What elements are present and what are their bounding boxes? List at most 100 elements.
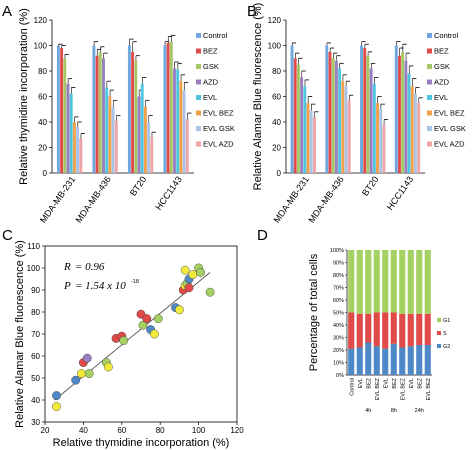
category-label: MDA-MB-231 <box>38 174 77 224</box>
y-tick-label: 0% <box>336 373 344 379</box>
y-axis-title: Relative thymidine incorporation (%) <box>18 8 30 185</box>
stacked-bar-segment <box>373 346 380 375</box>
bar <box>131 51 135 173</box>
y-tick-label: 40 <box>272 118 281 127</box>
panel-b-bar-chart: 0 20 40 60 80 100 120 Relative Alamar Blue fluo… <box>252 3 466 225</box>
legend-swatch <box>196 79 201 85</box>
y-tick-label: 50 <box>31 374 40 383</box>
y-tick-label: 0 <box>43 169 48 178</box>
legend-label: EVL GSK <box>434 124 466 133</box>
bar <box>293 58 297 173</box>
y-tick-label: 60 <box>272 93 281 102</box>
bar <box>169 41 173 173</box>
group-label: 4h <box>365 408 371 414</box>
legend-label: Control <box>203 31 228 40</box>
stacked-bar-segment <box>416 313 423 345</box>
y-tick-label: 90 <box>31 286 40 295</box>
scatter-point <box>82 353 92 363</box>
category-label: HCC1143 <box>153 174 183 212</box>
stacked-bar-segment <box>356 347 363 375</box>
bar <box>331 58 335 173</box>
bar <box>102 58 105 173</box>
x-tick-label: 120 <box>230 426 244 435</box>
legend-label: EVL BEZ <box>434 109 465 118</box>
stacked-bar-segment <box>382 250 389 313</box>
legend-swatch <box>437 331 441 335</box>
category-label: EVL <box>358 378 364 388</box>
bar <box>303 86 307 173</box>
x-tick-label: 80 <box>156 426 165 435</box>
y-tick-label: 100 <box>27 264 41 273</box>
legend-swatch <box>427 33 432 38</box>
y-tick-label: 0 <box>277 169 282 178</box>
stacked-bar-segment <box>373 312 380 347</box>
y-tick-label: 50% <box>333 311 344 317</box>
bar <box>98 51 102 173</box>
bar <box>176 69 180 173</box>
legend-label: AZD <box>203 78 219 87</box>
stacked-bar-segment <box>424 250 431 314</box>
bar <box>76 127 80 173</box>
scatter-point <box>84 369 94 378</box>
scatter-point <box>138 320 148 330</box>
bar <box>338 68 342 173</box>
y-tick-label: 90% <box>333 261 344 267</box>
bar <box>341 81 345 173</box>
stacked-bar-segment <box>424 345 431 375</box>
y-tick-label: 60% <box>333 298 344 304</box>
bar <box>150 137 154 173</box>
legend-swatch <box>196 95 201 100</box>
bar <box>166 42 170 174</box>
stacked-bar-segment <box>382 348 389 375</box>
legend-swatch <box>427 64 432 69</box>
category-label: BT20 <box>128 174 149 197</box>
legend-swatch <box>196 126 201 131</box>
scatter-point <box>153 314 163 323</box>
p-value: = 1.54 x 10 <box>75 280 126 292</box>
x-tick-label: 60 <box>117 426 126 435</box>
y-axis-title: Relative Alamar Blue fluorescence (%) <box>14 240 26 428</box>
scatter-point <box>205 287 215 297</box>
bar <box>394 45 398 173</box>
bar <box>372 83 376 173</box>
bar <box>296 64 300 173</box>
y-tick-label: 120 <box>268 16 282 25</box>
stacked-bar-segment <box>373 250 380 313</box>
stacked-bar-segment <box>356 313 363 348</box>
category-label: EVL BEZ <box>426 377 432 400</box>
category-label: EVL <box>409 378 415 388</box>
y-tick-label: 30% <box>333 336 344 342</box>
scatter-point <box>184 283 194 293</box>
category-label: MDA-MB-436 <box>73 174 112 224</box>
y-tick-label: 30 <box>31 418 40 427</box>
panel-d-stacked-bar-chart: 0% 10% 20% 30% 40% 50% 60% 70% 80% 90% 100% Percent… <box>308 248 450 414</box>
legend-label: S <box>443 331 447 337</box>
r-value: = 0.96 <box>75 261 105 273</box>
bar <box>137 96 141 173</box>
bar <box>147 122 151 173</box>
category-label: BEZ <box>366 377 372 388</box>
bar <box>334 60 338 173</box>
bar <box>407 73 411 173</box>
bar <box>182 90 186 173</box>
x-tick-label: 100 <box>192 426 206 435</box>
y-tick-label: 60 <box>31 352 40 361</box>
legend-swatch <box>437 318 441 322</box>
stacked-bar-segment <box>416 345 423 375</box>
legend-swatch <box>427 95 432 100</box>
legend-label: Control <box>434 31 459 40</box>
scatter-point <box>180 265 190 275</box>
stacked-bar-segment <box>348 250 355 313</box>
bar <box>398 55 401 174</box>
p-exponent: -18 <box>131 279 139 285</box>
legend-label: GSK <box>434 62 450 71</box>
legend-swatch <box>427 126 432 131</box>
stacked-bar-segment <box>399 347 406 375</box>
y-tick-label: 60 <box>38 93 47 102</box>
y-tick-label: 80 <box>31 308 40 317</box>
stacked-bar-segment <box>407 313 414 347</box>
bar <box>300 77 304 173</box>
legend-label: EVL GSK <box>203 124 235 133</box>
legend-swatch <box>437 344 441 348</box>
legend-label: BEZ <box>434 47 449 56</box>
